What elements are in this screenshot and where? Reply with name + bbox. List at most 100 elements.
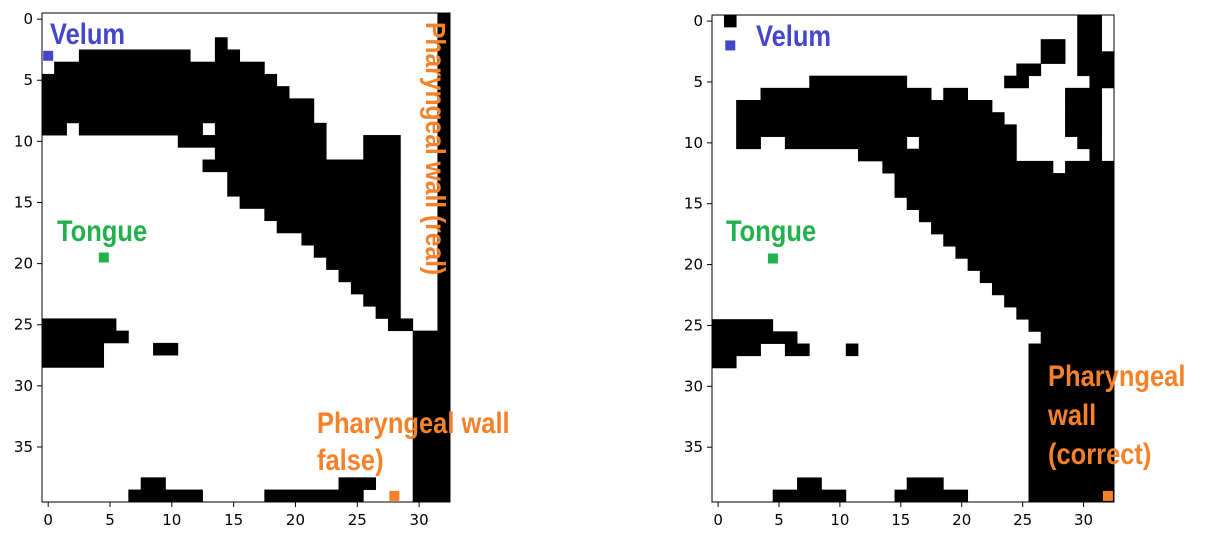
left-cell-run	[202, 159, 401, 173]
right-x-tick-label: 10	[830, 511, 849, 529]
right-cell-run	[894, 489, 969, 503]
left-x-tick-label: 0	[43, 511, 53, 529]
left-cell-run	[437, 318, 451, 332]
left-cell-run	[363, 135, 401, 148]
left-cell-run	[41, 98, 315, 111]
left-cell-run	[214, 37, 228, 50]
right-cell-run	[723, 14, 737, 28]
right-cell-run	[736, 100, 993, 113]
left-x-tick-label: 20	[286, 511, 305, 529]
left-cell-run	[128, 489, 203, 503]
left-cell-run	[437, 306, 451, 319]
right-cell-run	[1028, 416, 1115, 430]
left-cell-run	[363, 147, 401, 160]
left-cell-run	[437, 25, 451, 38]
left-cell-run	[412, 391, 451, 405]
right-cell-run	[772, 489, 847, 503]
left-x-tick-label: 30	[410, 511, 429, 529]
left-cell-run	[326, 257, 401, 270]
left-y-tick-label: 0	[23, 10, 33, 28]
right-cell-run	[1028, 477, 1115, 491]
left-marker-pharyngeal-wall-false	[389, 490, 400, 501]
left-cell-run	[437, 232, 451, 246]
right-cell-run	[1077, 63, 1115, 77]
right-tongue-label: Tongue	[726, 214, 816, 247]
left-cell-run	[276, 220, 401, 234]
right-cell-run	[845, 343, 859, 357]
left-cell-run	[41, 342, 105, 356]
right-correct-label-line-3: (correct)	[1048, 437, 1151, 470]
left-heatmap-markers	[43, 50, 400, 501]
right-cell-run	[1028, 489, 1115, 503]
right-cell-run	[1016, 307, 1115, 320]
right-heatmap-panel: 0 5 10 15 20 25 30 0 5 10 15 20 25 30 35 Velum Tongue…	[684, 12, 1186, 529]
left-x-axis-ticks: 0 5 10 15 20 25 30	[43, 502, 429, 529]
left-cell-run	[437, 257, 451, 270]
right-x-tick-label: 30	[1074, 511, 1093, 529]
right-cell-run	[918, 136, 1017, 150]
left-cell-run	[412, 379, 451, 393]
left-false-label-line-2: false)	[317, 443, 384, 476]
right-cell-run	[760, 87, 932, 101]
left-cell-run	[214, 147, 327, 160]
right-y-tick-label: 30	[684, 377, 703, 395]
left-heatmap-cells	[41, 12, 451, 503]
left-cell-run	[338, 269, 401, 283]
left-x-tick-label: 25	[348, 511, 367, 529]
left-cell-run	[227, 183, 401, 197]
right-cell-run	[943, 233, 1115, 247]
left-cell-run	[437, 245, 451, 258]
right-cell-run	[1028, 428, 1115, 442]
left-y-tick-label: 30	[14, 377, 33, 395]
left-heatmap-panel: 0 5 10 15 20 25 30 0 5 10 15 20 25 30 35 Velum Tongue…	[14, 10, 517, 529]
right-cell-run	[1065, 100, 1103, 113]
right-cell-run	[736, 112, 1005, 125]
right-cell-run	[943, 87, 969, 101]
left-cell-run	[437, 98, 451, 111]
left-cell-run	[153, 342, 179, 356]
left-annotations: Velum Tongue Pharyngeal wall (real) Phar…	[50, 17, 517, 476]
right-cell-run	[1077, 14, 1103, 28]
left-cell-run	[437, 110, 451, 124]
left-pharyngeal-wall-false-label: Pharyngeal wall false)	[317, 406, 517, 476]
left-cell-run	[338, 477, 377, 490]
left-cell-run	[412, 428, 451, 442]
right-cell-run	[711, 331, 798, 344]
left-cell-run	[437, 147, 451, 160]
left-cell-run	[437, 49, 451, 63]
left-cell-run	[412, 404, 451, 417]
left-cell-run	[412, 342, 451, 356]
left-x-tick-label: 5	[105, 511, 115, 529]
left-cell-run	[437, 86, 451, 99]
right-x-tick-label: 15	[891, 511, 910, 529]
left-y-tick-label: 20	[14, 255, 33, 273]
right-cell-run	[906, 197, 1115, 211]
left-marker-velum	[43, 50, 54, 61]
left-cell-run	[78, 49, 191, 63]
left-cell-run	[41, 110, 315, 124]
right-heatmap-markers	[725, 40, 1113, 501]
left-y-tick-label: 5	[23, 71, 33, 89]
right-y-axis-ticks: 0 5 10 15 20 25 30 35	[684, 12, 712, 456]
left-cell-run	[437, 159, 451, 173]
right-y-tick-label: 20	[684, 256, 703, 274]
left-velum-label: Velum	[50, 17, 125, 50]
left-false-label-line-1: Pharyngeal wall	[317, 406, 510, 439]
right-y-tick-label: 35	[684, 438, 703, 456]
left-cell-run	[412, 367, 451, 380]
left-cell-run	[437, 12, 451, 26]
left-cell-run	[437, 183, 451, 197]
right-x-axis-ticks: 0 5 10 15 20 25 30	[713, 502, 1093, 529]
right-cell-run	[979, 270, 1115, 284]
right-cell-run	[711, 319, 774, 332]
right-cell-run	[784, 343, 810, 357]
right-x-tick-label: 25	[1013, 511, 1032, 529]
right-marker-velum	[725, 40, 736, 51]
left-cell-run	[313, 245, 401, 258]
right-cell-run	[991, 282, 1115, 296]
left-cell-run	[412, 465, 451, 478]
left-x-tick-label: 15	[224, 511, 243, 529]
right-cell-run	[1089, 75, 1115, 89]
left-cell-run	[177, 135, 327, 148]
left-cell-run	[54, 61, 265, 75]
